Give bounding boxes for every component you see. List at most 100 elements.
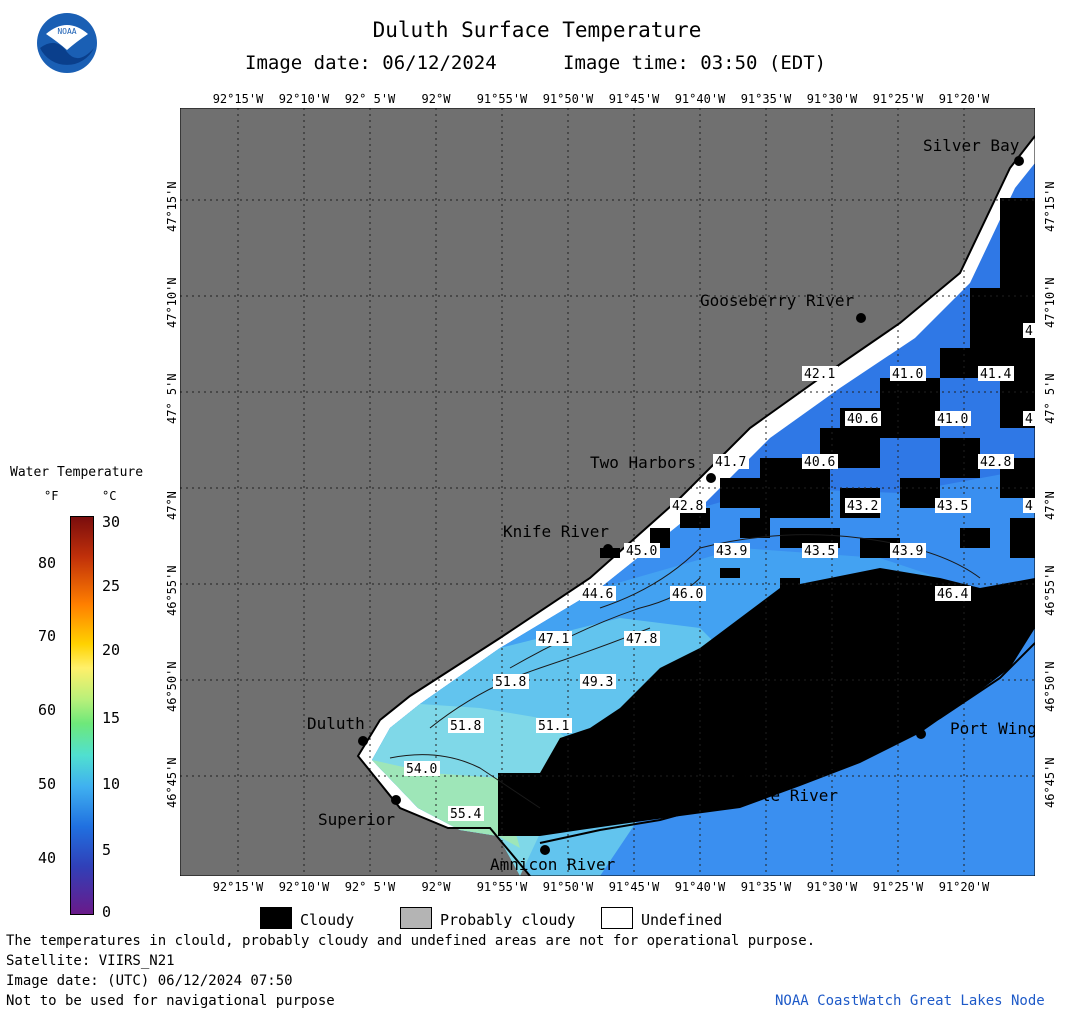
scale-title: Water Temperature bbox=[10, 465, 144, 480]
temp-label: 43.5 bbox=[935, 498, 971, 514]
svg-text:45.0: 45.0 bbox=[626, 544, 657, 559]
scale-tick-c: 25 bbox=[102, 577, 121, 595]
lon-label: 91°40'W bbox=[674, 880, 726, 894]
undefined-label: Undefined bbox=[641, 911, 723, 929]
svg-text:47.8: 47.8 bbox=[626, 632, 657, 647]
place-marker bbox=[603, 544, 613, 554]
scale-unit-f: °F bbox=[44, 489, 59, 503]
lon-label: 92°W bbox=[421, 880, 451, 894]
scale-tick-f: 50 bbox=[38, 775, 57, 793]
svg-text:40.6: 40.6 bbox=[804, 455, 835, 470]
footer-credit: NOAA CoastWatch Great Lakes Node bbox=[775, 993, 1045, 1009]
lon-label: 91°50'W bbox=[542, 92, 594, 106]
temp-label: 42.1 bbox=[802, 366, 838, 382]
lat-label: 46°50'N bbox=[1043, 661, 1057, 712]
scale-tick-f: 80 bbox=[38, 554, 57, 572]
svg-text:43.9: 43.9 bbox=[716, 544, 747, 559]
place-name: Amnicon River bbox=[490, 855, 616, 874]
lat-label: 46°45'N bbox=[1043, 757, 1057, 808]
temp-label: 51.1 bbox=[536, 718, 572, 734]
lon-label: 91°35'W bbox=[740, 92, 792, 106]
lon-label: 91°35'W bbox=[740, 880, 792, 894]
lat-label: 46°50'N bbox=[165, 661, 179, 712]
temp-label: 42.8 bbox=[670, 498, 706, 514]
svg-text:51.8: 51.8 bbox=[450, 719, 481, 734]
place-name: Brule River bbox=[732, 786, 838, 805]
lat-label: 47°10'N bbox=[165, 277, 179, 328]
svg-text:42.8: 42.8 bbox=[672, 499, 703, 514]
place-marker bbox=[540, 845, 550, 855]
color-scale-bar bbox=[70, 516, 94, 915]
image-time: Image time: 03:50 (EDT) bbox=[563, 52, 827, 74]
scale-tick-c: 20 bbox=[102, 641, 121, 659]
temp-label: 4 bbox=[1023, 411, 1035, 427]
scale-tick-c: 15 bbox=[102, 709, 121, 727]
probably-cloudy-swatch bbox=[400, 907, 432, 929]
cloudy-swatch bbox=[260, 907, 292, 929]
temp-label: 41.0 bbox=[935, 411, 971, 427]
lat-label: 47°15'N bbox=[165, 181, 179, 232]
temp-label: 4 bbox=[1023, 323, 1035, 339]
lon-label: 91°25'W bbox=[872, 880, 924, 894]
lon-label: 91°50'W bbox=[542, 880, 594, 894]
place-marker bbox=[706, 473, 716, 483]
svg-text:4: 4 bbox=[1025, 324, 1033, 339]
lon-label: 91°20'W bbox=[938, 92, 990, 106]
scale-tick-c: 0 bbox=[102, 903, 112, 921]
place-name: Superior bbox=[318, 810, 395, 829]
lon-label: 92°10'W bbox=[278, 880, 330, 894]
lon-label: 92°15'W bbox=[212, 92, 264, 106]
lon-label: 91°40'W bbox=[674, 92, 726, 106]
lon-label: 91°55'W bbox=[476, 92, 528, 106]
scale-tick-f: 40 bbox=[38, 849, 57, 867]
svg-text:51.1: 51.1 bbox=[538, 719, 569, 734]
svg-text:46.4: 46.4 bbox=[937, 587, 968, 602]
svg-text:46.0: 46.0 bbox=[672, 587, 703, 602]
temp-label: 51.8 bbox=[493, 674, 529, 690]
temp-label: 41.4 bbox=[978, 366, 1014, 382]
lon-label: 91°25'W bbox=[872, 92, 924, 106]
svg-text:41.0: 41.0 bbox=[937, 412, 968, 427]
svg-text:43.5: 43.5 bbox=[804, 544, 835, 559]
place-name: Port Wing bbox=[950, 719, 1035, 738]
temp-label: 43.2 bbox=[845, 498, 881, 514]
scale-tick-c: 10 bbox=[102, 775, 121, 793]
lon-label: 92°10'W bbox=[278, 92, 330, 106]
footer-satellite: Satellite: VIIRS_N21 bbox=[6, 953, 175, 969]
scale-tick-c: 5 bbox=[102, 841, 112, 859]
lat-label: 47°15'N bbox=[1043, 181, 1057, 232]
svg-text:4: 4 bbox=[1025, 499, 1033, 514]
place-marker bbox=[391, 795, 401, 805]
place-marker bbox=[358, 736, 368, 746]
temp-label: 40.6 bbox=[802, 454, 838, 470]
svg-text:55.4: 55.4 bbox=[450, 807, 481, 822]
svg-text:40.6: 40.6 bbox=[847, 412, 878, 427]
temp-label: 49.3 bbox=[580, 674, 616, 690]
undefined-swatch bbox=[601, 907, 633, 929]
temp-label: 43.9 bbox=[714, 543, 750, 559]
svg-text:54.0: 54.0 bbox=[406, 762, 437, 777]
lon-label: 92° 5'W bbox=[344, 92, 396, 106]
svg-text:43.5: 43.5 bbox=[937, 499, 968, 514]
noaa-logo: NOAA bbox=[36, 12, 98, 74]
place-marker bbox=[1014, 156, 1024, 166]
place-name: Two Harbors bbox=[590, 453, 696, 472]
place-marker bbox=[736, 771, 746, 781]
temp-label: 45.0 bbox=[624, 543, 660, 559]
place-marker bbox=[856, 313, 866, 323]
place-name: Duluth bbox=[307, 714, 365, 733]
svg-text:43.2: 43.2 bbox=[847, 499, 878, 514]
lat-label: 47°N bbox=[1043, 491, 1057, 520]
place-name: Knife River bbox=[503, 522, 609, 541]
temp-label: 42.8 bbox=[978, 454, 1014, 470]
lat-label: 47° 5'N bbox=[1043, 373, 1057, 424]
lon-label: 91°30'W bbox=[806, 92, 858, 106]
lon-label: 92° 5'W bbox=[344, 880, 396, 894]
lat-label: 46°55'N bbox=[165, 565, 179, 616]
probably-cloudy-label: Probably cloudy bbox=[440, 911, 576, 929]
scale-tick-c: 30 bbox=[102, 513, 121, 531]
svg-text:42.1: 42.1 bbox=[804, 367, 835, 382]
lat-label: 47°N bbox=[165, 491, 179, 520]
temp-label: 55.4 bbox=[448, 806, 484, 822]
lon-label: 91°30'W bbox=[806, 880, 858, 894]
